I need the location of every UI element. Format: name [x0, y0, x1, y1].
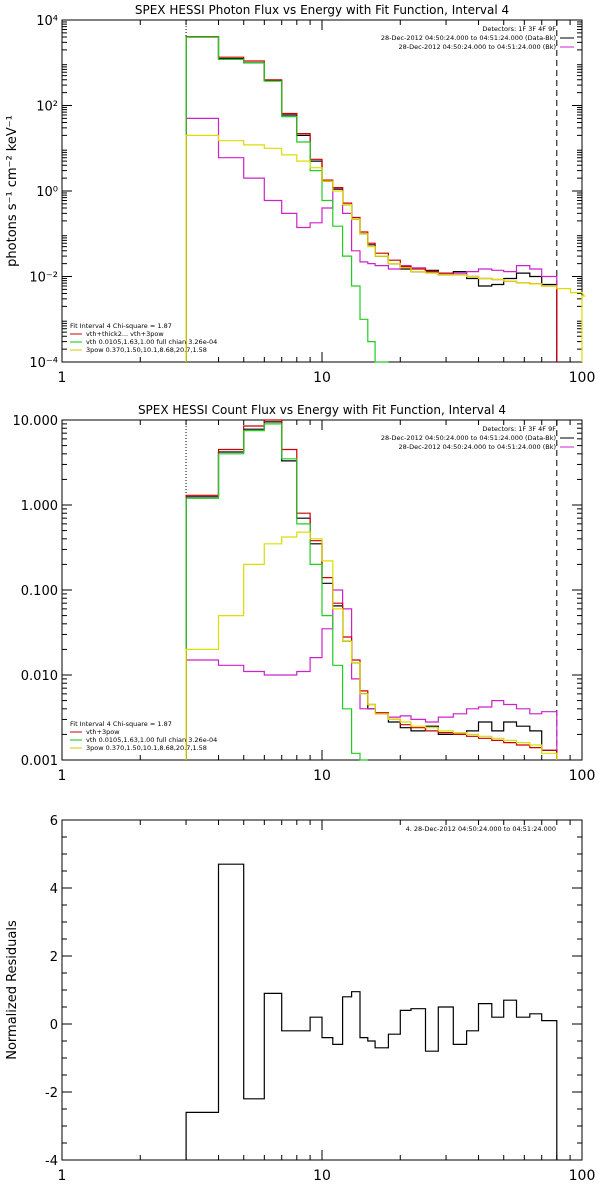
- photon-ytick-label: 10⁴: [36, 14, 58, 29]
- photon-series-bk: [185, 117, 558, 362]
- residuals-ylabel: Normalized Residuals: [5, 920, 20, 1060]
- count-legend-bottom-text: vth+3pow: [86, 728, 120, 736]
- count-ytick-label: 0.001: [21, 754, 58, 769]
- photon-series-vth-3pow: [185, 36, 558, 362]
- photon-series-data-bk: [185, 36, 558, 362]
- count-series-vth: [185, 423, 368, 761]
- count-legend-top-text: Detectors: 1F 3F 4F 9F: [482, 425, 556, 433]
- count-series-3pow: [185, 531, 558, 760]
- photon-ytick-label: 10⁻⁴: [29, 356, 58, 371]
- residuals-plot-frame: [61, 819, 583, 1161]
- count-title: SPEX HESSI Count Flux vs Energy with Fit…: [138, 403, 506, 417]
- residuals-ytick-label: -4: [45, 1154, 58, 1169]
- residuals-xtick-label: 100: [569, 1168, 596, 1184]
- residuals-xtick-label: 10: [313, 1168, 331, 1184]
- residuals-series-residuals: [185, 863, 558, 1160]
- photon-series-vth: [185, 36, 389, 363]
- residuals-chart: Normalized Residuals 1 10 100 -4 -2 0 2 4 6 4. 28-…: [5, 814, 595, 1184]
- count-legend-bottom-text: Fit Interval 4 Chi-square = 1.87: [70, 720, 172, 728]
- count-ytick-label: 10.000: [13, 414, 59, 429]
- photon-legend-bottom-text: Fit Interval 4 Chi-square = 1.87: [70, 322, 172, 330]
- photon-series-3pow: [185, 134, 586, 362]
- photon-xtick-label: 100: [569, 370, 596, 386]
- count-legend-bottom-text: vth 0.0105,1.63,1.00 full chian 3.26e-04: [86, 736, 217, 744]
- count-series-vth-3pow: [185, 419, 558, 760]
- photon-ytick-label: 10⁻²: [29, 271, 58, 286]
- count-flux-chart: SPEX HESSI Count Flux vs Energy with Fit…: [13, 403, 596, 784]
- photon-legend-bottom-text: 3pow 0.370,1.50,10.1,8.68,20.7,1.58: [86, 346, 207, 354]
- photon-flux-chart: SPEX HESSI Photon Flux vs Energy with Fi…: [5, 3, 595, 386]
- count-legend-top-text: 28-Dec-2012 04:50:24.000 to 04:51:24.000…: [399, 443, 557, 451]
- photon-xtick-label: 10: [313, 370, 331, 386]
- count-legend-bottom-text: 3pow 0.370,1.50,10.1,8.68,20.7,1.58: [86, 744, 207, 752]
- photon-legend-bottom-text: vth 0.0105,1.63,1.00 full chian 3.26e-04: [86, 338, 217, 346]
- count-xtick-label: 100: [569, 768, 596, 784]
- photon-legend-bottom-text: vth+thick2... vth+3pow: [86, 330, 164, 338]
- photon-legend-top-text: 28-Dec-2012 04:50:24.000 to 04:51:24.000…: [399, 43, 557, 51]
- photon-ytick-label: 10²: [36, 100, 58, 115]
- residuals-xtick-label: 1: [58, 1168, 67, 1184]
- photon-legend-top-text: 28-Dec-2012 04:50:24.000 to 04:51:24.000…: [381, 34, 556, 42]
- count-xtick-label: 1: [58, 768, 67, 784]
- residuals-legend-top-text: 4. 28-Dec-2012 04:50:24.000 to 04:51:24.…: [406, 825, 556, 833]
- count-legend-top-text: 28-Dec-2012 04:50:24.000 to 04:51:24.000…: [381, 434, 556, 442]
- count-ytick-label: 0.010: [21, 669, 58, 684]
- residuals-ytick-label: 4: [50, 882, 58, 897]
- residuals-ytick-label: 2: [50, 950, 58, 965]
- count-xtick-label: 10: [313, 768, 331, 784]
- count-ytick-label: 1.000: [21, 499, 58, 514]
- photon-title: SPEX HESSI Photon Flux vs Energy with Fi…: [135, 3, 509, 17]
- photon-legend-top-text: Detectors: 1F 3F 4F 9F: [482, 25, 556, 33]
- photon-ylabel: photons s⁻¹ cm⁻² keV⁻¹: [5, 115, 20, 267]
- photon-xtick-label: 1: [58, 370, 67, 386]
- photon-ytick-label: 10⁰: [36, 185, 58, 200]
- count-ytick-label: 0.100: [21, 584, 58, 599]
- residuals-ytick-label: 6: [50, 814, 58, 829]
- residuals-ytick-label: 0: [50, 1018, 58, 1033]
- residuals-ytick-label: -2: [45, 1086, 58, 1101]
